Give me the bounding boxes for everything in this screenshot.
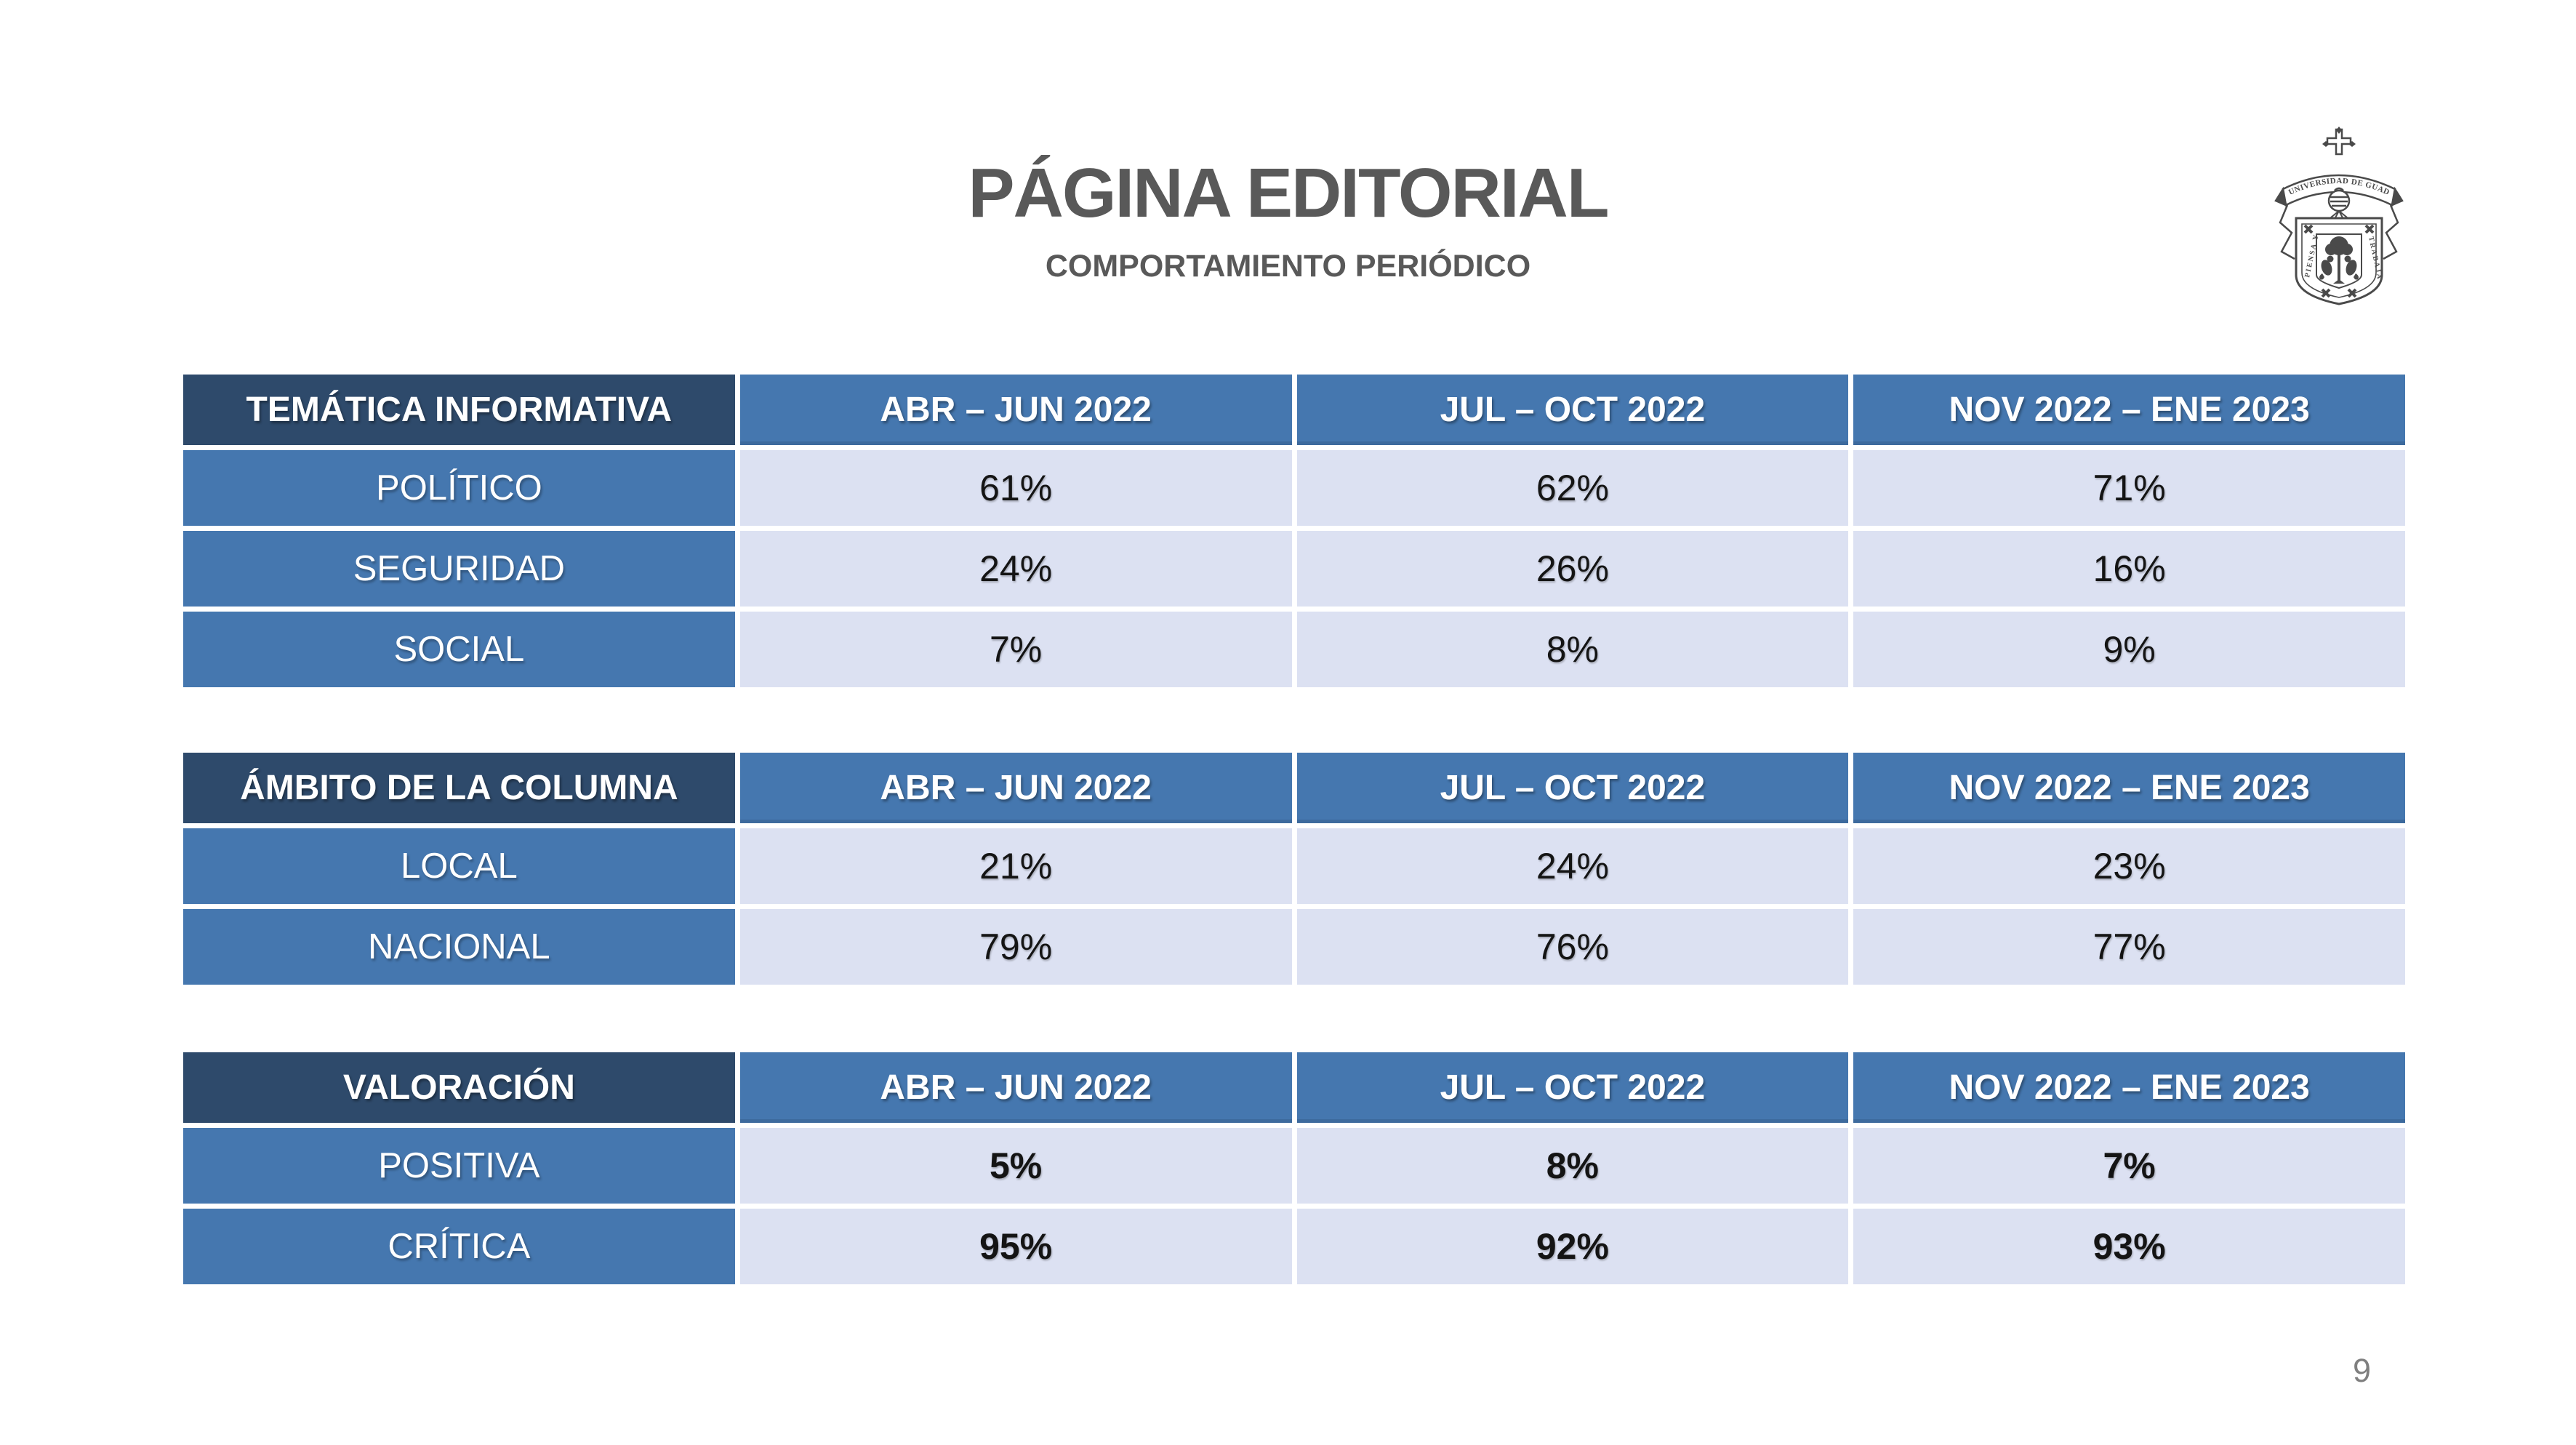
value-cell: 16% bbox=[1853, 531, 2405, 607]
crest-ribbon-left bbox=[2279, 204, 2295, 260]
table-title-cell: TEMÁTICA INFORMATIVA bbox=[183, 375, 735, 445]
value-cell: 8% bbox=[1296, 1128, 1849, 1204]
table-tematica-informativa: TEMÁTICA INFORMATIVA ABR – JUN 2022 JUL … bbox=[183, 375, 2405, 687]
column-header: ABR – JUN 2022 bbox=[739, 375, 1292, 445]
column-header: JUL – OCT 2022 bbox=[1296, 375, 1849, 445]
crest-lion-left-icon bbox=[2319, 255, 2334, 280]
row-label-local: LOCAL bbox=[183, 828, 735, 904]
column-header: JUL – OCT 2022 bbox=[1296, 753, 1849, 823]
row-label-positiva: POSITIVA bbox=[183, 1128, 735, 1204]
value-cell: 8% bbox=[1296, 612, 1849, 687]
row-label-politico: POLÍTICO bbox=[183, 450, 735, 526]
crest-helmet-icon bbox=[2327, 187, 2351, 212]
column-header: NOV 2022 – ENE 2023 bbox=[1853, 1052, 2405, 1123]
value-cell: 92% bbox=[1296, 1209, 1849, 1284]
value-cell: 24% bbox=[739, 531, 1292, 607]
row-label-critica: CRÍTICA bbox=[183, 1209, 735, 1284]
table-title-cell: VALORACIÓN bbox=[183, 1052, 735, 1123]
column-header: JUL – OCT 2022 bbox=[1296, 1052, 1849, 1123]
value-cell: 7% bbox=[1853, 1128, 2405, 1204]
page-number: 9 bbox=[2353, 1352, 2372, 1389]
value-cell: 24% bbox=[1296, 828, 1849, 904]
crest-ribbon-right bbox=[2383, 204, 2399, 260]
column-header: ABR – JUN 2022 bbox=[739, 1052, 1292, 1123]
value-cell: 21% bbox=[739, 828, 1292, 904]
value-cell: 61% bbox=[739, 450, 1292, 526]
universidad-de-guadalajara-logo: UNIVERSIDAD DE GUADALAJARA PIENSA Y TRAB… bbox=[2273, 124, 2404, 305]
value-cell: 77% bbox=[1853, 909, 2405, 985]
crest-tree-icon bbox=[2325, 236, 2353, 284]
crest-corner-crosses bbox=[2303, 224, 2375, 298]
value-cell: 93% bbox=[1853, 1209, 2405, 1284]
value-cell: 5% bbox=[739, 1128, 1292, 1204]
value-cell: 79% bbox=[739, 909, 1292, 985]
crest-cross-icon bbox=[2322, 127, 2356, 156]
value-cell: 71% bbox=[1853, 450, 2405, 526]
value-cell: 26% bbox=[1296, 531, 1849, 607]
page-title: PÁGINA EDITORIAL bbox=[968, 154, 1609, 232]
value-cell: 95% bbox=[739, 1209, 1292, 1284]
column-header: NOV 2022 – ENE 2023 bbox=[1853, 375, 2405, 445]
column-header: NOV 2022 – ENE 2023 bbox=[1853, 753, 2405, 823]
column-header: ABR – JUN 2022 bbox=[739, 753, 1292, 823]
value-cell: 9% bbox=[1853, 612, 2405, 687]
value-cell: 7% bbox=[739, 612, 1292, 687]
value-cell: 76% bbox=[1296, 909, 1849, 985]
row-label-seguridad: SEGURIDAD bbox=[183, 531, 735, 607]
row-label-social: SOCIAL bbox=[183, 612, 735, 687]
crest-inner-panel bbox=[2316, 233, 2362, 289]
table-title-cell: ÁMBITO DE LA COLUMNA bbox=[183, 753, 735, 823]
table-valoracion: VALORACIÓN ABR – JUN 2022 JUL – OCT 2022… bbox=[183, 1052, 2405, 1284]
value-cell: 23% bbox=[1853, 828, 2405, 904]
crest-lion-right-icon bbox=[2344, 255, 2359, 280]
row-label-nacional: NACIONAL bbox=[183, 909, 735, 985]
page-subtitle: COMPORTAMIENTO PERIÓDICO bbox=[1045, 249, 1531, 284]
table-ambito-de-la-columna: ÁMBITO DE LA COLUMNA ABR – JUN 2022 JUL … bbox=[183, 753, 2405, 985]
value-cell: 62% bbox=[1296, 450, 1849, 526]
